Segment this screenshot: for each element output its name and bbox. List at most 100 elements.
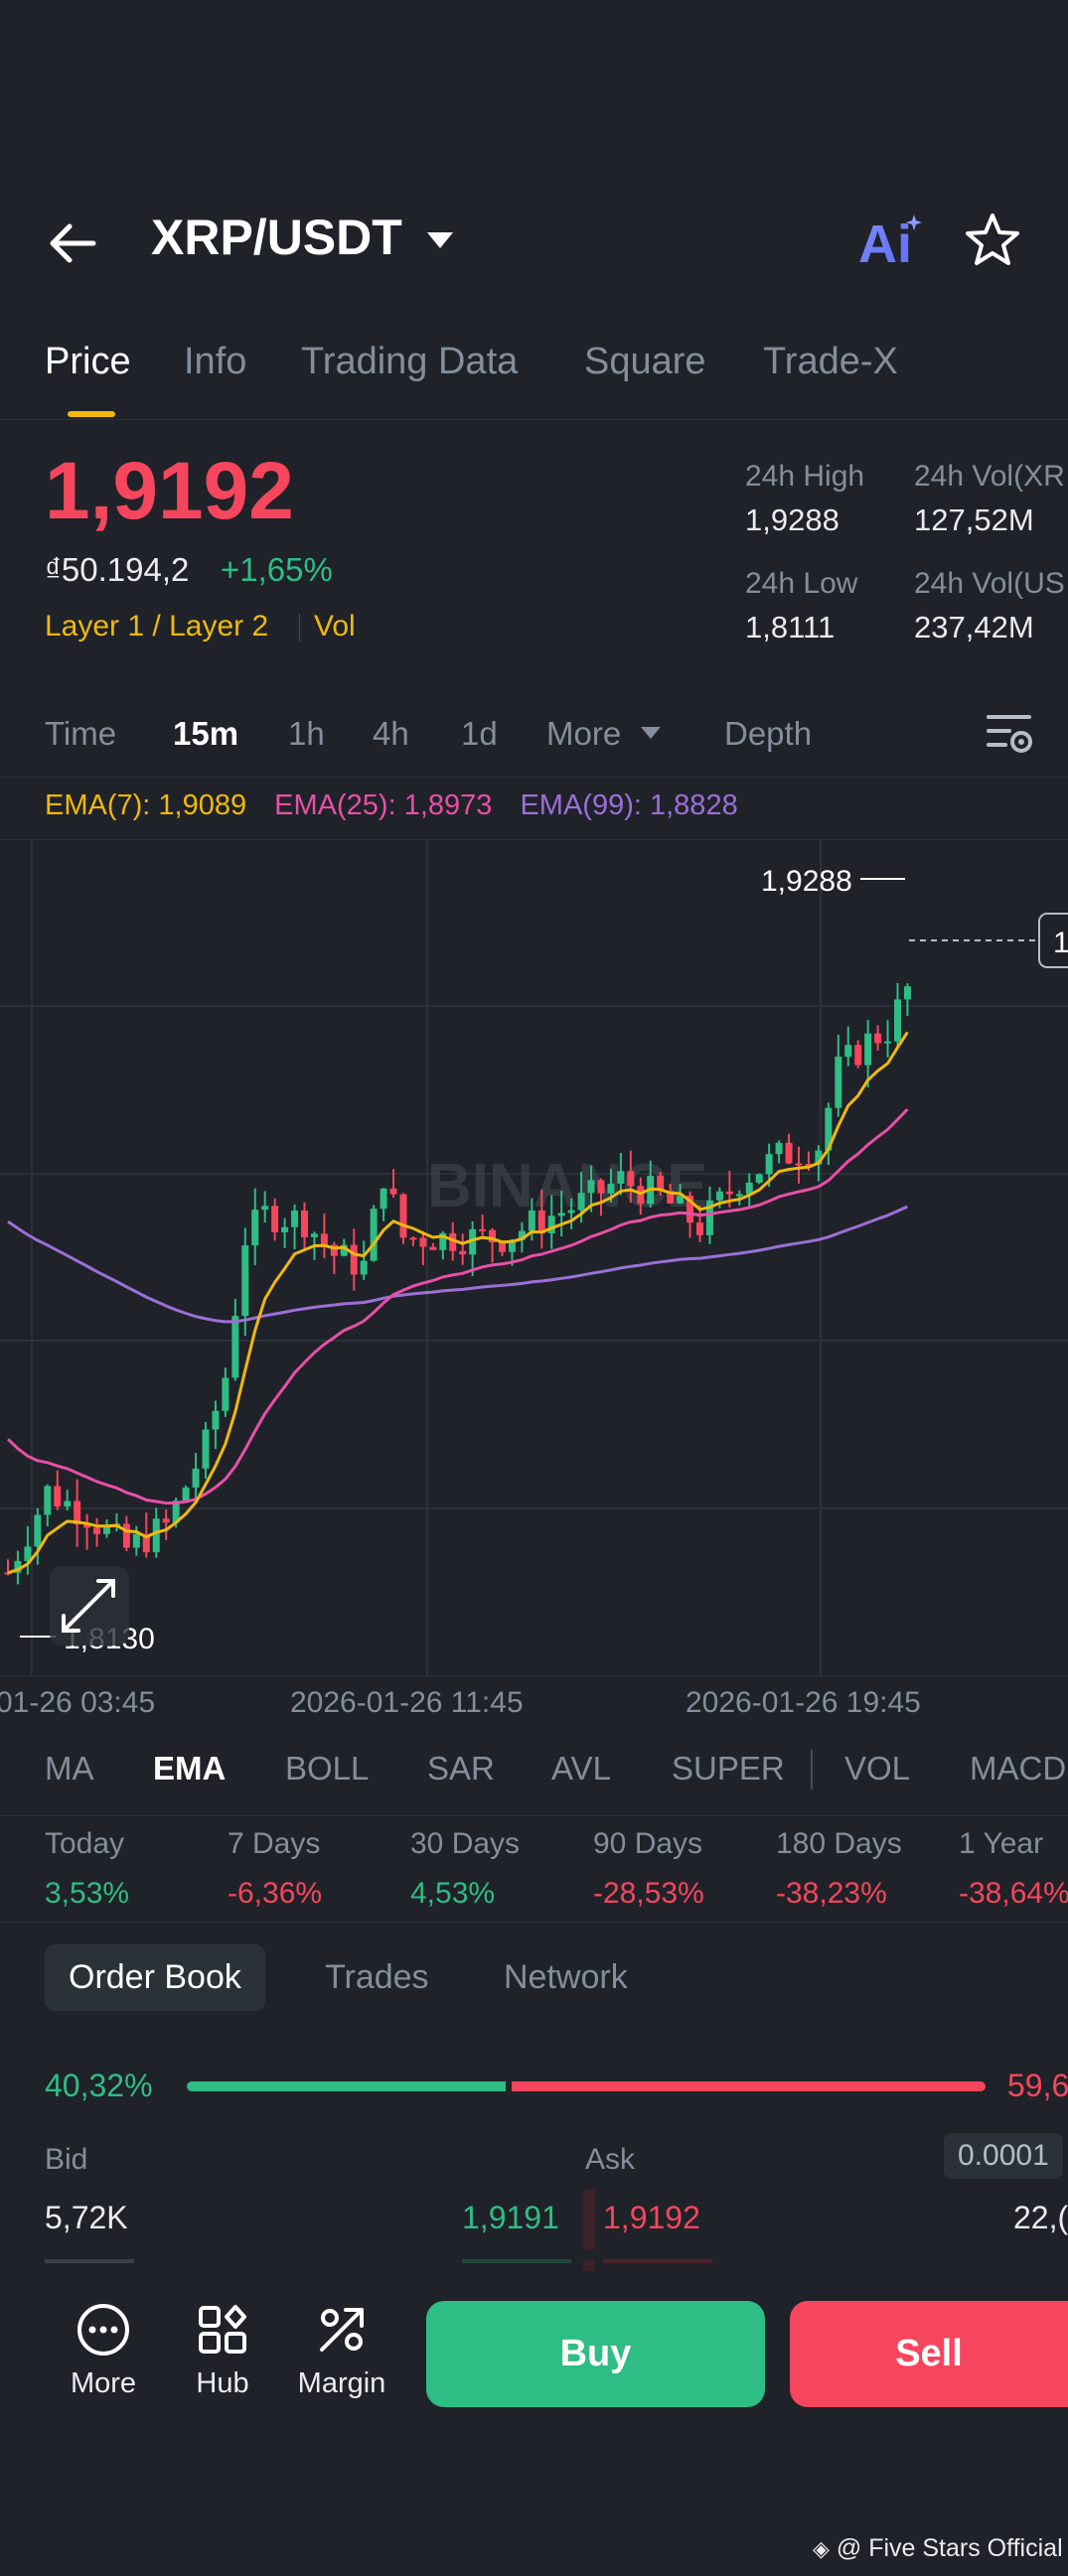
candle-body <box>528 1210 535 1231</box>
candle-body <box>122 1523 130 1548</box>
tag-layer[interactable]: Layer 1 / Layer 2 <box>45 610 269 643</box>
candle-body <box>785 1142 793 1164</box>
candle-body <box>93 1527 101 1534</box>
tab-trading-data[interactable]: Trading Data <box>301 341 519 382</box>
sell-button[interactable]: Sell <box>790 2301 1068 2407</box>
more-label: More <box>70 2367 137 2399</box>
high-value: 1,9288 <box>745 502 839 537</box>
expand-icon[interactable] <box>50 1566 129 1646</box>
fiat-price: ₫50.194,2 <box>45 551 190 588</box>
vol-xrp-value: 127,52M <box>914 502 1034 537</box>
ind-sar[interactable]: SAR <box>427 1750 495 1787</box>
candle-body <box>231 1316 239 1378</box>
tab-network[interactable]: Network <box>504 1958 628 1996</box>
margin-label: Margin <box>297 2367 386 2399</box>
tf-4h[interactable]: 4h <box>373 715 409 752</box>
candle-body <box>637 1186 645 1205</box>
hub-button[interactable]: Hub <box>183 2302 262 2411</box>
ratio-bar-ask <box>512 2081 986 2091</box>
perf-30d-label: 30 Days <box>410 1827 521 1860</box>
chart-settings-icon[interactable] <box>986 711 1033 757</box>
star-icon[interactable] <box>964 212 1021 269</box>
more-caret-icon <box>640 726 662 745</box>
candle-body <box>557 1213 565 1216</box>
candle-body <box>182 1487 190 1502</box>
tab-order-book[interactable]: Order Book <box>45 1944 265 2011</box>
tf-time[interactable]: Time <box>45 715 117 752</box>
candle-body <box>835 1057 842 1108</box>
candle-body <box>874 1033 882 1044</box>
ask-percent: 59,6 <box>1007 2068 1068 2103</box>
tag-vol[interactable]: Vol <box>314 610 356 643</box>
perf-30d-value: 4,53% <box>410 1877 496 1910</box>
ema7-line <box>7 1031 909 1575</box>
tf-1h[interactable]: 1h <box>288 715 325 752</box>
tag-divider <box>299 614 300 642</box>
candle-body <box>34 1514 42 1547</box>
bid-qty: 5,72K <box>45 2200 128 2235</box>
last-price: 1,9192 <box>45 446 294 536</box>
candle-body <box>44 1486 52 1515</box>
candle-body <box>380 1188 387 1210</box>
buy-button[interactable]: Buy <box>426 2301 765 2407</box>
tf-more[interactable]: More <box>546 715 622 752</box>
tab-trades[interactable]: Trades <box>325 1958 429 1996</box>
ind-ma[interactable]: MA <box>45 1750 94 1787</box>
ask-header: Ask <box>585 2143 636 2176</box>
candle-body <box>14 1560 22 1573</box>
more-button[interactable]: More <box>62 2302 145 2411</box>
candle-body <box>469 1228 477 1255</box>
tf-1d[interactable]: 1d <box>461 715 498 752</box>
x-label-1: 01-26 03:45 <box>0 1686 156 1719</box>
candle-body <box>745 1182 753 1195</box>
tf-depth[interactable]: Depth <box>724 715 813 752</box>
tf-15m[interactable]: 15m <box>173 715 239 752</box>
candle-body <box>567 1210 575 1214</box>
ind-avl[interactable]: AVL <box>551 1750 611 1787</box>
tab-price[interactable]: Price <box>45 341 131 382</box>
vol-xrp-label: 24h Vol(XR <box>914 460 1065 493</box>
candle-body <box>735 1194 743 1197</box>
candle-body <box>755 1174 763 1183</box>
candle-body <box>212 1410 220 1430</box>
ind-ema[interactable]: EMA <box>153 1750 227 1787</box>
candle-body <box>627 1171 635 1187</box>
candle-body <box>667 1191 675 1204</box>
vol-usdt-label: 24h Vol(US <box>914 567 1065 600</box>
perf-1y-label: 1 Year <box>959 1827 1044 1860</box>
candle-body <box>350 1244 358 1275</box>
precision-select[interactable]: 0.0001 <box>944 2133 1063 2179</box>
tab-trade-x[interactable]: Trade-X <box>763 341 898 382</box>
candle-body <box>429 1246 437 1250</box>
candle-body <box>765 1154 773 1175</box>
bid-percent: 40,32% <box>45 2068 153 2103</box>
orderbook-row[interactable]: 5,72K 1,9191 1,9192 22,( <box>0 2190 1068 2249</box>
tab-info[interactable]: Info <box>184 341 247 382</box>
candle-body <box>518 1230 526 1240</box>
pair-title[interactable]: XRP/USDT <box>151 210 402 265</box>
ask-depth-bar <box>583 2190 595 2249</box>
candle-body <box>449 1232 457 1251</box>
margin-button[interactable]: Margin <box>292 2302 391 2411</box>
ai-icon[interactable]: Ai <box>856 211 926 274</box>
ind-boll[interactable]: BOLL <box>285 1750 370 1787</box>
divider <box>0 419 1068 420</box>
candle-body <box>251 1210 259 1246</box>
ind-macd[interactable]: MACD <box>970 1750 1067 1787</box>
binance-diamond-icon: ◈ <box>813 2536 830 2561</box>
candle-body <box>370 1209 378 1261</box>
ema-legend: EMA(7): 1,9089 EMA(25): 1,8973 EMA(99): … <box>45 789 738 822</box>
caret-down-icon[interactable] <box>425 230 455 255</box>
high-label: 24h High <box>745 460 865 493</box>
candlestick-chart[interactable]: BINANCE 1,9288 1,8130 1 <box>0 839 1068 1676</box>
tab-square[interactable]: Square <box>584 341 706 382</box>
perf-7d-value: -6,36% <box>228 1877 323 1910</box>
candle-body <box>4 1572 12 1575</box>
candle-body <box>547 1216 555 1233</box>
hub-label: Hub <box>196 2367 249 2399</box>
back-arrow-icon[interactable] <box>44 214 103 273</box>
ind-vol[interactable]: VOL <box>844 1750 911 1787</box>
candle-body <box>132 1533 140 1548</box>
ind-super[interactable]: SUPER <box>672 1750 785 1787</box>
candle-body <box>805 1163 813 1166</box>
